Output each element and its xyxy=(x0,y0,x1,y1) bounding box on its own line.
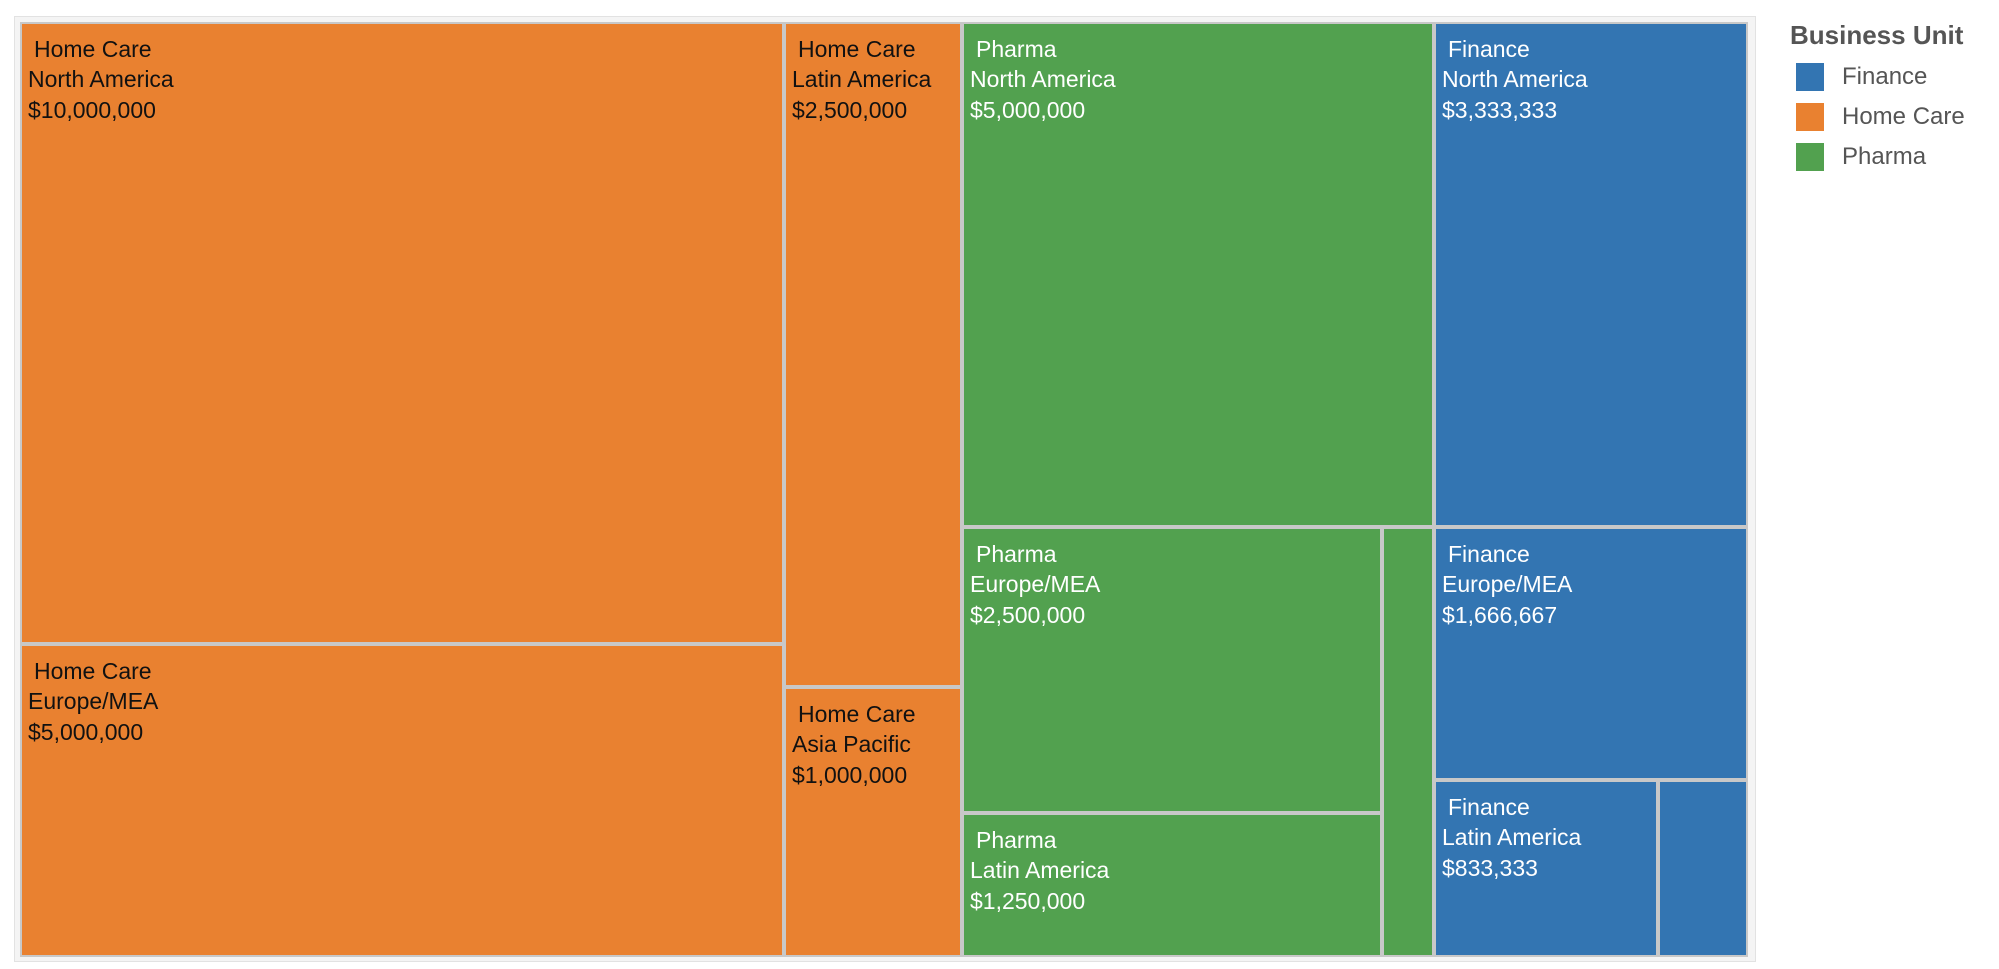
legend-swatch-home-care xyxy=(1796,103,1824,131)
tile-home-care-latin-america[interactable]: Home Care Latin America $2,500,000 xyxy=(784,22,962,687)
tile-home-care-north-america[interactable]: Home Care North America $10,000,000 xyxy=(20,22,784,644)
tile-region: Europe/MEA xyxy=(1442,571,1573,597)
tile-home-care-asia-pacific[interactable]: Home Care Asia Pacific $1,000,000 xyxy=(784,687,962,957)
legend-title: Business Unit xyxy=(1790,20,1964,50)
tile-label: Home Care Asia Pacific $1,000,000 xyxy=(792,699,956,790)
tile-value-label: $1,666,667 xyxy=(1442,602,1558,628)
tile-region: Europe/MEA xyxy=(970,571,1101,597)
tile-value-label: $2,500,000 xyxy=(792,97,908,123)
tile-region: North America xyxy=(28,66,174,92)
tile-pharma-latin-america[interactable]: Pharma Latin America $1,250,000 xyxy=(962,813,1382,957)
legend: Business Unit Finance Home Care Pharma xyxy=(1790,18,1995,172)
tile-business-unit: Home Care xyxy=(34,658,152,684)
tile-region: Asia Pacific xyxy=(792,731,911,757)
tile-label: Home Care Europe/MEA $5,000,000 xyxy=(28,656,778,747)
tile-region: North America xyxy=(970,66,1116,92)
legend-item-home-care[interactable]: Home Care xyxy=(1796,102,1995,132)
tile-value-label: $5,000,000 xyxy=(28,719,144,745)
tile-label: Finance Europe/MEA $1,666,667 xyxy=(1442,539,1742,630)
tile-value-label: $3,333,333 xyxy=(1442,97,1558,123)
legend-label-finance: Finance xyxy=(1842,63,1928,90)
tile-label: Pharma North America $5,000,000 xyxy=(970,34,1428,125)
tile-region: North America xyxy=(1442,66,1588,92)
tile-region: Latin America xyxy=(792,66,932,92)
legend-item-pharma[interactable]: Pharma xyxy=(1796,142,1995,172)
treemap: Home Care North America $10,000,000 Home Ca… xyxy=(20,22,1748,957)
legend-label-home-care: Home Care xyxy=(1842,103,1965,130)
tile-value-label: $1,000,000 xyxy=(792,762,908,788)
tile-label: Home Care North America $10,000,000 xyxy=(28,34,778,125)
tile-business-unit: Home Care xyxy=(34,36,152,62)
tile-region: Latin America xyxy=(970,857,1110,883)
tile-business-unit: Finance xyxy=(1448,541,1530,567)
tile-pharma-europe-mea[interactable]: Pharma Europe/MEA $2,500,000 xyxy=(962,527,1382,813)
tile-business-unit: Pharma xyxy=(976,541,1057,567)
tile-label: Pharma Latin America $1,250,000 xyxy=(970,825,1376,916)
tile-value-label: $5,000,000 xyxy=(970,97,1086,123)
tile-label: Finance North America $3,333,333 xyxy=(1442,34,1742,125)
tile-value-label: $833,333 xyxy=(1442,855,1538,881)
tile-finance-north-america[interactable]: Finance North America $3,333,333 xyxy=(1434,22,1748,527)
legend-swatch-finance xyxy=(1796,63,1824,91)
tile-business-unit: Pharma xyxy=(976,36,1057,62)
tile-business-unit: Finance xyxy=(1448,36,1530,62)
tile-finance-europe-mea[interactable]: Finance Europe/MEA $1,666,667 xyxy=(1434,527,1748,780)
tile-label: Finance Latin America $833,333 xyxy=(1442,792,1652,883)
tile-label: Pharma Europe/MEA $2,500,000 xyxy=(970,539,1376,630)
tile-business-unit: Finance xyxy=(1448,794,1530,820)
tile-region: Latin America xyxy=(1442,824,1582,850)
tile-home-care-europe-mea[interactable]: Home Care Europe/MEA $5,000,000 xyxy=(20,644,784,957)
tile-value-label: $10,000,000 xyxy=(28,97,156,123)
tile-business-unit: Home Care xyxy=(798,36,916,62)
tile-region: Europe/MEA xyxy=(28,688,159,714)
legend-item-finance[interactable]: Finance xyxy=(1796,62,1995,92)
tile-label: Home Care Latin America $2,500,000 xyxy=(792,34,956,125)
tile-value-label: $1,250,000 xyxy=(970,888,1086,914)
tile-value-label: $2,500,000 xyxy=(970,602,1086,628)
tile-business-unit: Pharma xyxy=(976,827,1057,853)
legend-label-pharma: Pharma xyxy=(1842,143,1927,170)
tile-finance-latin-america[interactable]: Finance Latin America $833,333 xyxy=(1434,780,1658,957)
tile-business-unit: Home Care xyxy=(798,701,916,727)
legend-swatch-pharma xyxy=(1796,143,1824,171)
tile-pharma-north-america[interactable]: Pharma North America $5,000,000 xyxy=(962,22,1434,527)
tile-pharma-other-7[interactable] xyxy=(1382,527,1434,957)
tile-finance-other-11[interactable] xyxy=(1658,780,1748,957)
